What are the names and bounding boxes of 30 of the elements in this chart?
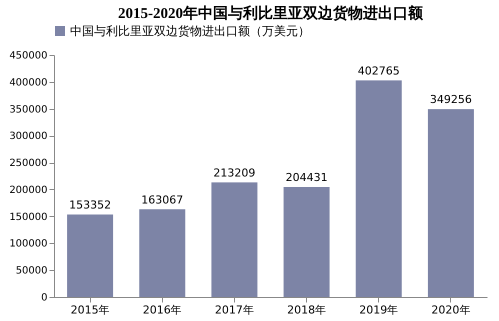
x-tick-label: 2016年	[142, 304, 182, 316]
x-tick-label: 2015年	[70, 304, 110, 316]
data-label: 204431	[286, 171, 328, 184]
bar	[139, 209, 186, 297]
bar	[211, 182, 258, 297]
x-tick-label: 2020年	[431, 304, 470, 316]
x-tick-label: 2017年	[214, 304, 254, 316]
data-label: 349256	[430, 93, 472, 106]
data-label: 163067	[141, 193, 184, 206]
y-tick-label: 150000	[9, 212, 48, 223]
chart-title: 2015-2020年中国与利比里亚双边货物进出口额	[118, 4, 424, 22]
data-label: 213209	[213, 166, 256, 180]
bar	[284, 187, 330, 297]
y-tick-label: 200000	[9, 184, 48, 196]
bar	[428, 109, 474, 297]
data-label: 402765	[358, 64, 400, 78]
y-tick-label: 450000	[9, 50, 48, 62]
bar	[356, 80, 402, 297]
x-tick-label: 2019年	[359, 304, 398, 316]
x-tick-label: 2018年	[287, 304, 326, 316]
y-tick-label: 350000	[9, 104, 48, 116]
bar	[67, 214, 114, 297]
y-tick-label: 250000	[9, 158, 48, 170]
y-tick-label: 50000	[16, 266, 48, 277]
y-tick-label: 300000	[9, 131, 48, 142]
y-tick-label: 400000	[9, 77, 48, 88]
legend-label: 中国与利比里亚双边货物进出口额（万美元）	[70, 24, 310, 38]
y-tick-label: 0	[41, 292, 48, 304]
y-tick-label: 100000	[9, 238, 48, 250]
data-label: 153352	[69, 198, 112, 212]
